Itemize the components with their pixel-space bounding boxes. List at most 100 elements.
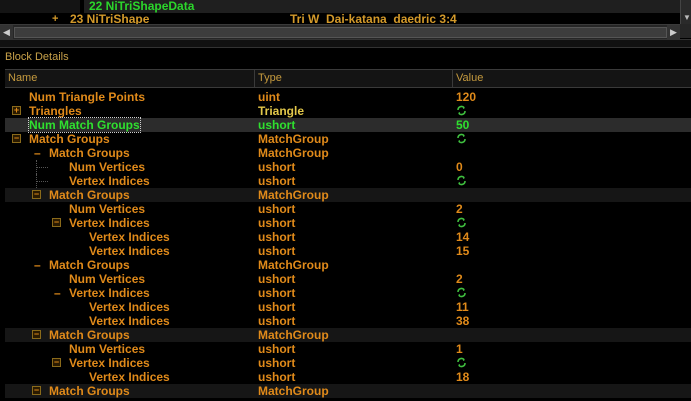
- plus-expander-icon[interactable]: +: [52, 13, 58, 24]
- details-row[interactable]: – Vertex Indices ushort: [5, 286, 691, 300]
- minus-box-icon[interactable]: −: [32, 386, 41, 395]
- minus-box-icon[interactable]: −: [32, 330, 41, 339]
- scroll-down-arrow-icon[interactable]: ▼: [683, 14, 691, 22]
- row-label: Num Triangle Points: [29, 90, 145, 104]
- details-row[interactable]: Vertex Indices ushort 15: [5, 244, 691, 258]
- details-row[interactable]: − Vertex Indices ushort: [5, 216, 691, 230]
- column-header-value[interactable]: Value: [453, 70, 691, 87]
- details-row[interactable]: Vertex Indices ushort 18: [5, 370, 691, 384]
- details-row[interactable]: – Match Groups MatchGroup: [5, 146, 691, 160]
- details-row[interactable]: Num Vertices ushort 1: [5, 342, 691, 356]
- type-cell: ushort: [255, 342, 456, 356]
- name-cell: − Match Groups: [5, 384, 255, 398]
- details-row[interactable]: Num Vertices ushort 0: [5, 160, 691, 174]
- details-row[interactable]: Num Vertices ushort 2: [5, 272, 691, 286]
- value-cell[interactable]: 18: [453, 370, 691, 384]
- row-label: Vertex Indices: [69, 286, 150, 300]
- value-cell[interactable]: [453, 174, 691, 188]
- row-label: Vertex Indices: [89, 370, 170, 384]
- array-edit-icon[interactable]: [456, 175, 467, 186]
- details-row[interactable]: Vertex Indices ushort 38: [5, 314, 691, 328]
- row-label: Vertex Indices: [69, 174, 150, 188]
- value-cell[interactable]: 11: [453, 300, 691, 314]
- type-cell: ushort: [255, 118, 456, 132]
- value-cell[interactable]: 1: [453, 342, 691, 356]
- value-cell[interactable]: [453, 104, 691, 118]
- value-cell[interactable]: 15: [453, 244, 691, 258]
- details-row[interactable]: Num Triangle Points uint 120: [5, 90, 691, 104]
- array-edit-icon[interactable]: [456, 133, 467, 144]
- array-edit-icon[interactable]: [456, 105, 467, 116]
- type-cell: Triangle: [255, 104, 456, 118]
- array-edit-icon[interactable]: [456, 287, 467, 298]
- minus-box-icon[interactable]: −: [52, 218, 61, 227]
- collapse-dash-icon[interactable]: –: [34, 146, 41, 160]
- type-cell: ushort: [255, 202, 456, 216]
- block-details-title: Block Details: [5, 51, 69, 64]
- name-cell: Vertex Indices: [5, 244, 255, 258]
- details-row[interactable]: − Match Groups MatchGroup: [5, 328, 691, 342]
- minus-box-icon[interactable]: −: [12, 134, 21, 143]
- value-cell[interactable]: [453, 328, 691, 342]
- details-row[interactable]: − Match Groups MatchGroup: [5, 384, 691, 398]
- collapse-dash-icon[interactable]: –: [34, 258, 41, 272]
- value-cell[interactable]: 120: [453, 90, 691, 104]
- value-cell[interactable]: [453, 286, 691, 300]
- value-cell[interactable]: 14: [453, 230, 691, 244]
- tree-row-name: Tri W_Dai-katana_daedric 3:4: [290, 13, 457, 24]
- value-cell[interactable]: 2: [453, 272, 691, 286]
- tree-connector: [36, 181, 48, 182]
- collapse-dash-icon[interactable]: –: [54, 286, 61, 300]
- tree-row-nitrishape[interactable]: + 23 NiTriShape Tri W_Dai-katana_daedric…: [0, 13, 680, 24]
- value-cell[interactable]: [453, 132, 691, 146]
- name-cell: + Triangles: [5, 104, 255, 118]
- row-label: Num Vertices: [69, 272, 145, 286]
- minus-box-icon[interactable]: −: [52, 358, 61, 367]
- name-cell: − Vertex Indices: [5, 216, 255, 230]
- value-cell[interactable]: [453, 356, 691, 370]
- details-row[interactable]: − Match Groups MatchGroup: [5, 132, 691, 146]
- scroll-left-arrow-icon[interactable]: ◀: [0, 25, 13, 39]
- value-cell[interactable]: 38: [453, 314, 691, 328]
- array-edit-icon[interactable]: [456, 217, 467, 228]
- row-label: Num Vertices: [69, 160, 145, 174]
- details-row[interactable]: Vertex Indices ushort 11: [5, 300, 691, 314]
- details-row-selected[interactable]: Num Match Groups ushort 50: [5, 118, 691, 132]
- value-cell[interactable]: 0: [453, 160, 691, 174]
- value-cell[interactable]: [453, 216, 691, 230]
- type-cell: ushort: [255, 160, 456, 174]
- details-row[interactable]: Vertex Indices ushort: [5, 174, 691, 188]
- minus-box-icon[interactable]: −: [32, 190, 41, 199]
- details-row[interactable]: Vertex Indices ushort 14: [5, 230, 691, 244]
- value-cell[interactable]: 2: [453, 202, 691, 216]
- details-row[interactable]: – Match Groups MatchGroup: [5, 258, 691, 272]
- scrollbar-thumb[interactable]: [14, 27, 667, 38]
- name-cell: − Match Groups: [5, 188, 255, 202]
- value-cell[interactable]: [453, 146, 691, 160]
- scroll-right-arrow-icon[interactable]: ▶: [667, 25, 680, 39]
- value-cell[interactable]: [453, 258, 691, 272]
- tree-horizontal-scrollbar[interactable]: ◀ ▶: [0, 24, 680, 39]
- name-cell: – Match Groups: [5, 258, 255, 272]
- value-cell[interactable]: [453, 384, 691, 398]
- details-row[interactable]: − Match Groups MatchGroup: [5, 188, 691, 202]
- pane-splitter[interactable]: [0, 39, 691, 48]
- value-cell[interactable]: [453, 188, 691, 202]
- type-cell: ushort: [255, 272, 456, 286]
- details-row[interactable]: + Triangles Triangle: [5, 104, 691, 118]
- column-header-type[interactable]: Type: [255, 70, 453, 87]
- column-header: Name Type Value: [5, 69, 691, 88]
- details-row[interactable]: − Vertex Indices ushort: [5, 356, 691, 370]
- type-cell: MatchGroup: [255, 188, 456, 202]
- row-label: Num Vertices: [69, 342, 145, 356]
- column-header-name[interactable]: Name: [5, 70, 255, 87]
- name-cell: Num Vertices: [5, 202, 255, 216]
- plus-box-icon[interactable]: +: [12, 106, 21, 115]
- details-row[interactable]: Num Vertices ushort 2: [5, 202, 691, 216]
- row-label: Match Groups: [29, 132, 110, 146]
- name-cell: – Vertex Indices: [5, 286, 255, 300]
- array-edit-icon[interactable]: [456, 357, 467, 368]
- value-cell[interactable]: 50: [453, 118, 691, 132]
- type-cell: ushort: [255, 244, 456, 258]
- tree-vertical-scrollbar[interactable]: ▼: [680, 0, 691, 24]
